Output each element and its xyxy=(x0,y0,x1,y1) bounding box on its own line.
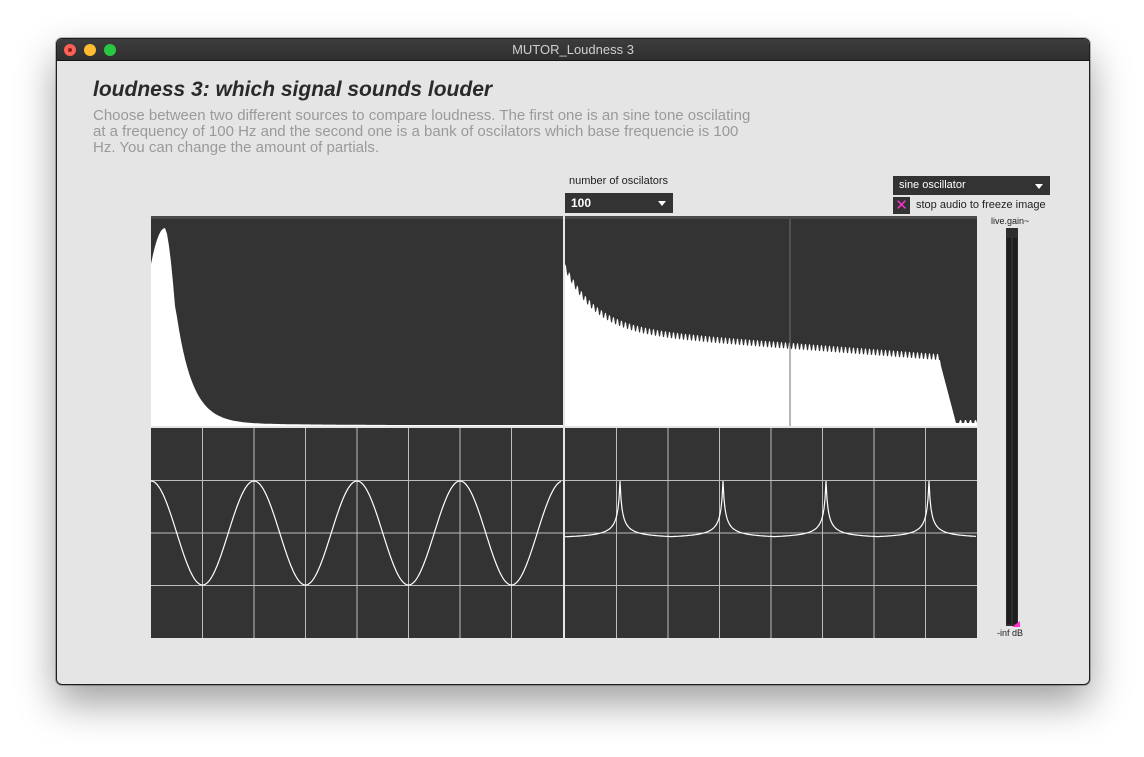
chevron-down-icon xyxy=(1035,184,1043,189)
spectrum-sine xyxy=(151,216,563,426)
meter-channel-right xyxy=(1013,238,1017,624)
description-text: Choose between two different sources to … xyxy=(93,107,751,156)
oscilloscope-sine xyxy=(151,428,563,638)
close-window-button[interactable] xyxy=(64,44,76,56)
freeze-image-checkbox[interactable]: ✕ xyxy=(893,197,910,214)
source-select-value: sine oscillator xyxy=(899,179,966,191)
spectrum-oscillator-bank xyxy=(565,216,977,426)
gain-slider[interactable] xyxy=(1006,228,1020,627)
oscillator-count-dropdown[interactable]: 100 xyxy=(565,193,673,213)
source-select-dropdown[interactable]: sine oscillator xyxy=(893,176,1050,195)
gain-meter-label: live.gain~ xyxy=(991,216,1030,226)
chevron-down-icon xyxy=(658,201,666,206)
freeze-image-label: stop audio to freeze image xyxy=(916,199,1046,211)
title-bar: MUTOR_Loudness 3 xyxy=(57,39,1089,61)
gain-handle-icon[interactable] xyxy=(1012,621,1020,627)
window-title: MUTOR_Loudness 3 xyxy=(512,42,634,57)
oscilloscope-oscillator-bank xyxy=(565,428,977,638)
meter-channel-left xyxy=(1007,238,1011,624)
oscillator-count-label: number of oscilators xyxy=(569,175,669,187)
minimize-window-button[interactable] xyxy=(84,44,96,56)
oscillator-count-value: 100 xyxy=(571,196,592,210)
gain-value: -inf dB xyxy=(997,628,1024,638)
page-title: loudness 3: which signal sounds louder xyxy=(93,78,493,101)
visualization-area xyxy=(151,216,977,638)
app-window: MUTOR_Loudness 3 loudness 3: which signa… xyxy=(56,38,1090,685)
zoom-window-button[interactable] xyxy=(104,44,116,56)
